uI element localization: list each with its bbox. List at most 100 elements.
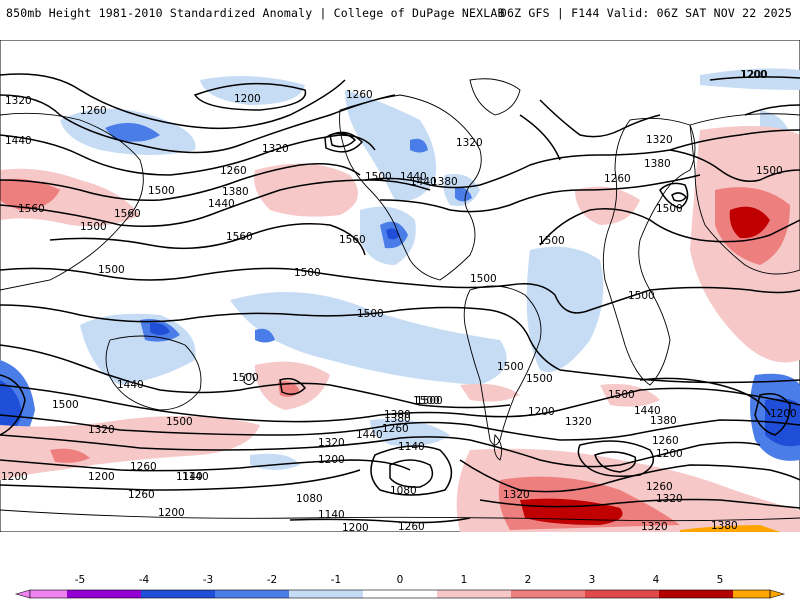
contour-label: 1140 xyxy=(182,471,209,483)
contour-label: 1200 xyxy=(656,448,683,460)
colorbar-tick-label: -5 xyxy=(75,574,85,586)
colorbar-tick-label: 0 xyxy=(397,574,404,586)
contour-label: 1500 xyxy=(470,273,497,285)
colorbar-cap-left xyxy=(14,589,31,599)
colorbar-segment xyxy=(215,590,253,598)
contour-label: 1380 xyxy=(644,158,671,170)
contour-label: 1380 xyxy=(222,186,249,198)
contour-label: 1560 xyxy=(226,231,253,243)
colorbar-segment xyxy=(289,590,327,598)
colorbar-tick-label: 1 xyxy=(461,574,468,586)
contour-label: 1500 xyxy=(413,395,440,407)
colorbar-tick-label: 5 xyxy=(717,574,724,586)
colorbar-outline xyxy=(29,589,771,599)
colorbar-segment xyxy=(252,590,290,598)
anomaly-colorbar: -5 -4 -3 -2 -1 0 1 2 3 4 5 xyxy=(14,574,786,599)
contour-label: 1440 xyxy=(410,176,437,188)
contour-label: 1260 xyxy=(646,481,673,493)
contour-label: 1260 xyxy=(128,489,155,501)
contour-label: 1200 xyxy=(528,406,555,418)
model-valid-time: 06Z GFS | F144 Valid: 06Z SAT NOV 22 202… xyxy=(499,6,792,20)
colorbar-segment xyxy=(622,590,660,598)
contour-label: 1560 xyxy=(114,208,141,220)
colorbar-segment xyxy=(326,590,364,598)
contour-label: 1500 xyxy=(80,221,107,233)
colorbar-segment xyxy=(363,590,401,598)
contour-label: 1260 xyxy=(652,435,679,447)
colorbar-segment xyxy=(178,590,216,598)
contour-label: 1080 xyxy=(390,485,417,497)
colorbar-segment xyxy=(733,590,771,598)
colorbar-segment xyxy=(141,590,179,598)
contour-label: 1500 xyxy=(98,264,125,276)
contour-label: 1140 xyxy=(318,509,345,521)
contour-label: 1260 xyxy=(80,105,107,117)
contour-label: 1320 xyxy=(565,416,592,428)
contour-label: 1380 xyxy=(650,415,677,427)
contour-label: 1260 xyxy=(220,165,247,177)
contour-label: 1200 xyxy=(234,93,261,105)
height-contours xyxy=(0,73,800,524)
contour-label: 1500 xyxy=(526,373,553,385)
contour-label: 1500 xyxy=(166,416,193,428)
contour-label: 1320 xyxy=(641,521,668,532)
colorbar-tick-label: -2 xyxy=(267,574,277,586)
contour-label: 1440 xyxy=(356,429,383,441)
global-map: 1200 1320 1260 1440 1200 1260 1320 1260 … xyxy=(0,40,800,532)
colorbar-segment xyxy=(400,590,438,598)
contour-label: 1380 xyxy=(384,413,411,425)
contour-label: 1320 xyxy=(503,489,530,501)
colorbar-segment xyxy=(659,590,697,598)
colorbar-segment xyxy=(104,590,142,598)
coastlines xyxy=(0,78,800,522)
contour-label: 1500 xyxy=(416,395,443,407)
contour-label: 1320 xyxy=(262,143,289,155)
contour-label: 1500 xyxy=(365,171,392,183)
contour-label: 1260 xyxy=(346,89,373,101)
contour-label: 1320 xyxy=(646,134,673,146)
contour-label: 1200 xyxy=(770,408,797,420)
contour-label: 1500 xyxy=(656,203,683,215)
colorbar-segment xyxy=(511,590,549,598)
contour-label: 1260 xyxy=(382,423,409,435)
contour-label: 1380 xyxy=(431,176,458,188)
colorbar-ticks: -5 -4 -3 -2 -1 0 1 2 3 4 5 xyxy=(75,574,724,586)
colorbar-tick-label: -4 xyxy=(139,574,150,586)
colorbar-tick-label: -1 xyxy=(331,574,341,586)
colorbar-segment xyxy=(30,590,68,598)
contour-label: 1200 xyxy=(88,471,115,483)
contour-label: 1260 xyxy=(130,461,157,473)
contour-label: 1500 xyxy=(232,372,259,384)
contour-label: 1500 xyxy=(52,399,79,411)
contour-label: 1440 xyxy=(400,171,427,183)
contour-label: 1320 xyxy=(88,424,115,436)
anomaly-shading xyxy=(0,68,800,532)
contour-label: 1500 xyxy=(538,235,565,247)
map-title: 850mb Height 1981-2010 Standardized Anom… xyxy=(6,6,505,20)
colorbar-tick-label: 3 xyxy=(589,574,596,586)
contour-labels: 1200 1320 1260 1440 1200 1260 1320 1260 … xyxy=(1,69,797,532)
contour-label: 1320 xyxy=(5,95,32,107)
contour-label: 1500 xyxy=(148,185,175,197)
contour-label: 1200 xyxy=(318,454,345,466)
contour-label: 1200 xyxy=(741,69,768,81)
colorbar-tick-label: 2 xyxy=(525,574,532,586)
contour-label: 1200 xyxy=(1,471,28,483)
contour-label: 1440 xyxy=(5,135,32,147)
contour-label: 1440 xyxy=(634,405,661,417)
colorbar-segment xyxy=(437,590,475,598)
colorbar-tick-label: -3 xyxy=(203,574,213,586)
contour-label: 1260 xyxy=(604,173,631,185)
contour-label: 1440 xyxy=(117,379,144,391)
contour-label: 1500 xyxy=(756,165,783,177)
contour-label: 1320 xyxy=(656,493,683,505)
contour-label: 1500 xyxy=(294,267,321,279)
contour-label: 1320 xyxy=(318,437,345,449)
contour-label: 1560 xyxy=(18,203,45,215)
colorbar-segment xyxy=(696,590,734,598)
contour-label: 1500 xyxy=(608,389,635,401)
contour-label: 1500 xyxy=(357,308,384,320)
colorbar-segment xyxy=(67,590,105,598)
contour-label: 1380 xyxy=(711,520,738,532)
